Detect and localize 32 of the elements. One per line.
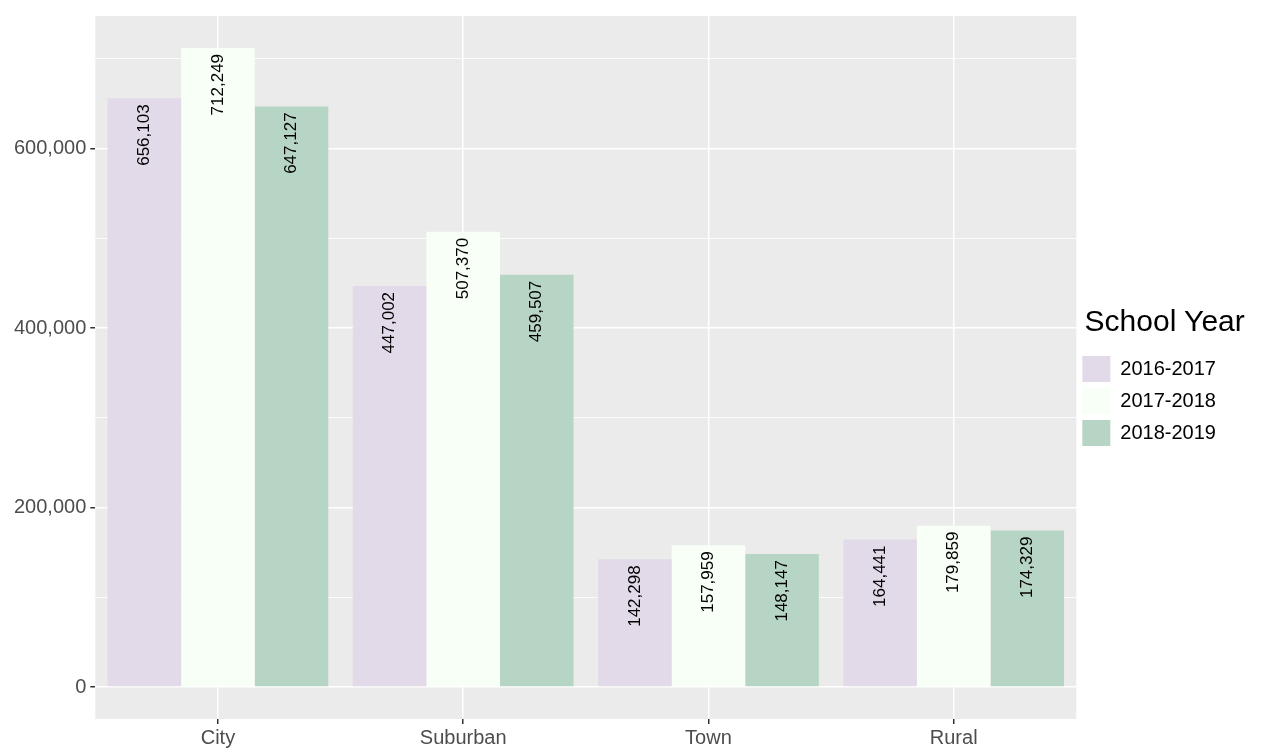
- y-tick-label: 0: [75, 674, 87, 697]
- x-tick-label: Suburban: [419, 725, 507, 748]
- data-label: 157,959: [698, 551, 718, 613]
- data-label: 459,507: [526, 280, 546, 343]
- data-label: 142,298: [624, 565, 644, 627]
- bar: [843, 539, 917, 687]
- bar: [352, 285, 427, 687]
- x-tick-label: Rural: [929, 725, 978, 748]
- data-label: 164,441: [869, 545, 889, 607]
- bar: [990, 530, 1065, 687]
- legend-title: School Year: [1084, 304, 1245, 338]
- x-tick-label: Town: [685, 725, 732, 748]
- data-label: 179,859: [943, 531, 963, 594]
- data-label: 148,147: [771, 560, 791, 622]
- bar: [107, 98, 182, 687]
- y-tick-label: 200,000: [14, 495, 87, 518]
- data-label: 656,103: [134, 104, 154, 166]
- bar: [499, 274, 574, 687]
- data-label: 174,329: [1016, 536, 1036, 599]
- legend-label: 2017-2018: [1120, 388, 1216, 411]
- bar: [598, 559, 672, 687]
- bar: [745, 554, 819, 687]
- data-label: 712,249: [207, 53, 227, 116]
- legend-label: 2018-2019: [1120, 420, 1216, 443]
- legend-label: 2016-2017: [1120, 356, 1216, 379]
- x-tick-label: City: [200, 725, 236, 748]
- data-label: 507,370: [452, 237, 472, 300]
- data-label: 447,002: [379, 291, 399, 354]
- data-label: 647,127: [281, 112, 301, 174]
- y-tick-label: 400,000: [14, 315, 87, 338]
- bar: [254, 106, 329, 687]
- y-tick-label: 600,000: [14, 136, 87, 159]
